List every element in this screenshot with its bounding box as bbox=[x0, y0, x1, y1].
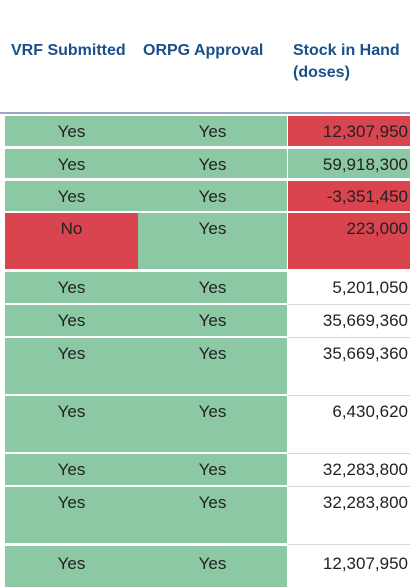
cell-orpg-approval: Yes bbox=[138, 272, 287, 303]
cell-vrf-submitted: Yes bbox=[5, 546, 138, 587]
cell-stock-in-hand: 35,669,360 bbox=[288, 305, 410, 336]
cell-vrf-submitted: Yes bbox=[5, 487, 138, 543]
cell-vrf-submitted: Yes bbox=[5, 305, 138, 336]
cell-vrf-submitted: Yes bbox=[5, 149, 138, 178]
cell-orpg-approval: Yes bbox=[138, 181, 287, 211]
cell-stock-in-hand: 59,918,300 bbox=[288, 149, 410, 178]
cell-stock-in-hand: 12,307,950 bbox=[288, 546, 410, 587]
cell-vrf-submitted: Yes bbox=[5, 181, 138, 211]
table-header: VRF Submitted ORPG Approval Stock in Han… bbox=[0, 0, 410, 114]
cell-stock-in-hand: 12,307,950 bbox=[288, 116, 410, 146]
header-stock-line2: (doses) bbox=[293, 64, 350, 81]
cell-orpg-approval: Yes bbox=[138, 396, 287, 452]
row-divider bbox=[288, 453, 410, 454]
row-divider bbox=[288, 304, 410, 305]
cell-orpg-approval: Yes bbox=[138, 149, 287, 178]
cell-stock-in-hand: 223,000 bbox=[288, 213, 410, 269]
row-divider bbox=[288, 486, 410, 487]
cell-stock-in-hand: -3,351,450 bbox=[288, 181, 410, 211]
cell-stock-in-hand: 6,430,620 bbox=[288, 396, 410, 452]
header-stock-in-hand[interactable]: Stock in Hand (doses) bbox=[293, 40, 410, 84]
cell-vrf-submitted: Yes bbox=[5, 116, 138, 146]
cell-orpg-approval: Yes bbox=[138, 338, 287, 394]
header-stock-line1: Stock in Hand bbox=[293, 42, 400, 59]
cell-stock-in-hand: 32,283,800 bbox=[288, 454, 410, 485]
row-divider bbox=[288, 337, 410, 338]
cell-orpg-approval: Yes bbox=[138, 454, 287, 485]
cell-vrf-submitted: Yes bbox=[5, 396, 138, 452]
row-divider bbox=[288, 544, 410, 545]
cell-orpg-approval: Yes bbox=[138, 305, 287, 336]
header-vrf-submitted[interactable]: VRF Submitted bbox=[11, 42, 126, 59]
cell-vrf-submitted: Yes bbox=[5, 338, 138, 394]
cell-stock-in-hand: 32,283,800 bbox=[288, 487, 410, 543]
row-divider bbox=[288, 395, 410, 396]
cell-stock-in-hand: 5,201,050 bbox=[288, 272, 410, 303]
cell-orpg-approval: Yes bbox=[138, 487, 287, 543]
header-orpg-approval[interactable]: ORPG Approval bbox=[143, 42, 264, 59]
cell-vrf-submitted: Yes bbox=[5, 272, 138, 303]
cell-orpg-approval: Yes bbox=[138, 116, 287, 146]
cell-orpg-approval: Yes bbox=[138, 546, 287, 587]
cell-vrf-submitted: No bbox=[5, 213, 138, 269]
cell-vrf-submitted: Yes bbox=[5, 454, 138, 485]
cell-orpg-approval: Yes bbox=[138, 213, 287, 269]
cell-stock-in-hand: 35,669,360 bbox=[288, 338, 410, 394]
